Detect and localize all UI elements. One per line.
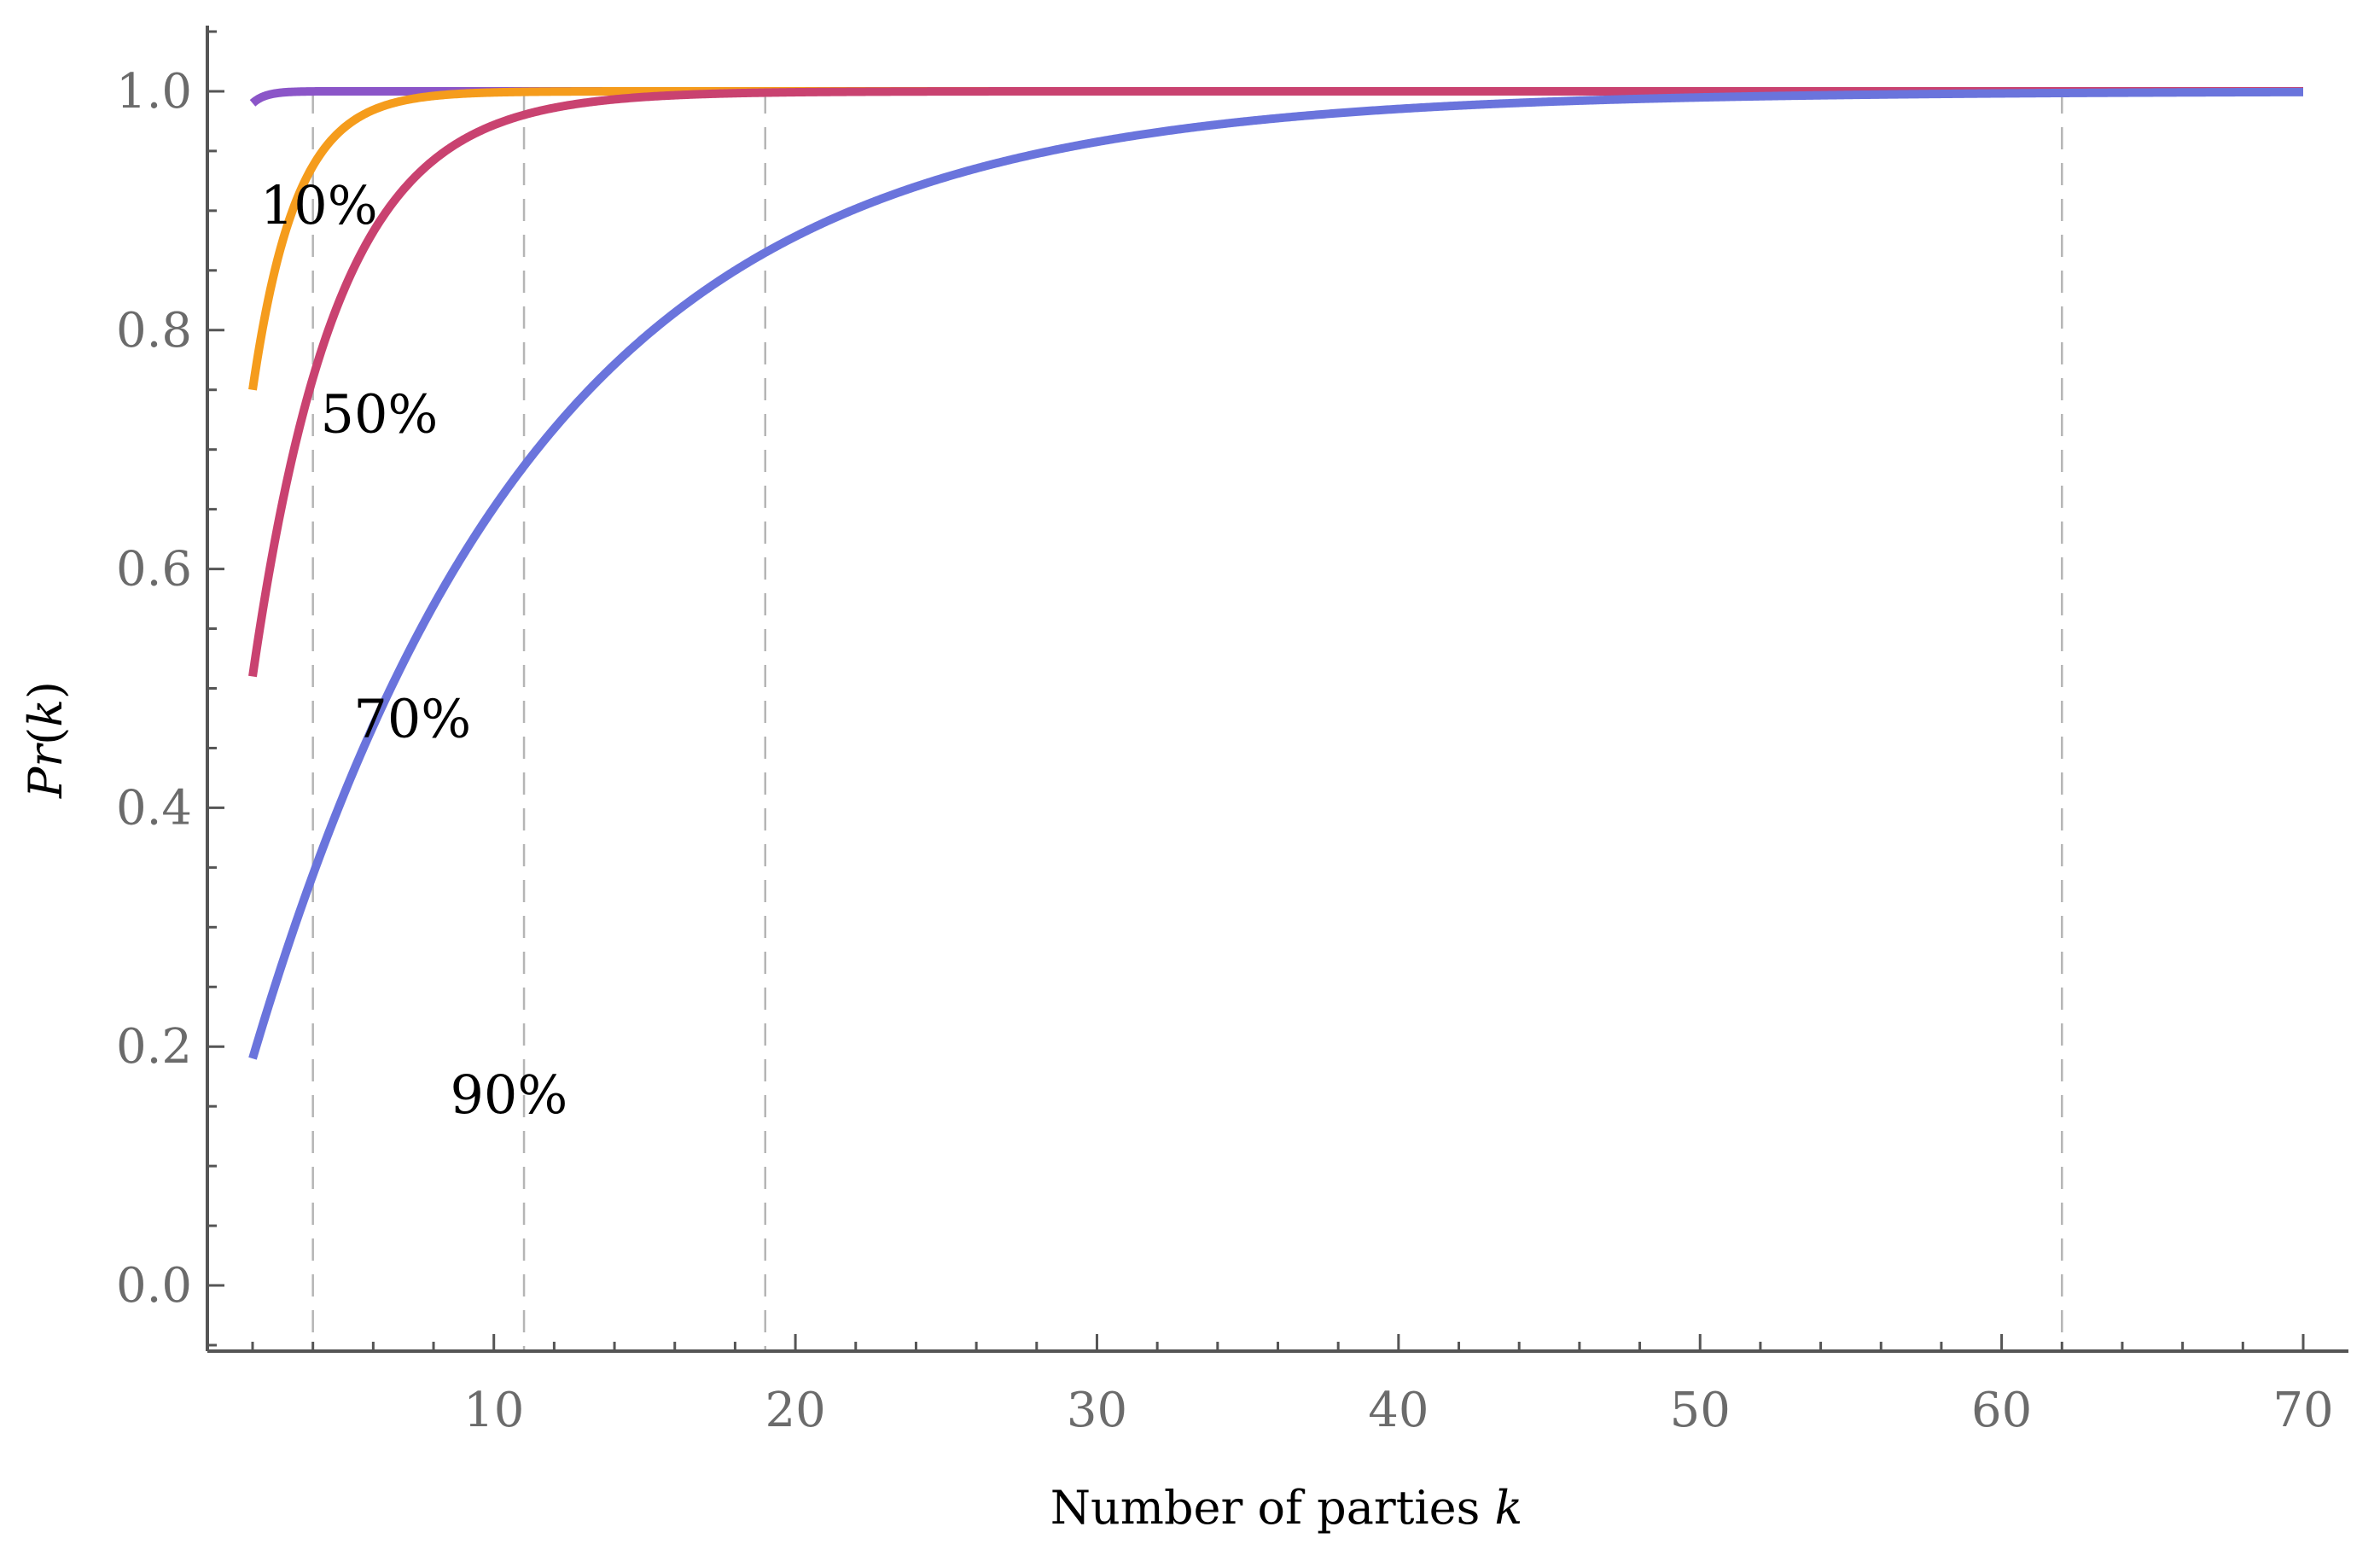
y-ticks [207, 30, 224, 1347]
y-tick-labels: 0.0 0.2 0.4 0.6 0.8 1.0 [116, 64, 192, 1314]
x-tick-label: 50 [1670, 1383, 1731, 1438]
series-label: 10% [260, 174, 378, 236]
series-lines [248, 86, 2307, 1060]
axes [206, 26, 2348, 1353]
y-tick-label: 0.6 [116, 542, 192, 597]
series-line-50pct [248, 86, 2307, 391]
y-axis-label: Pr(k) [19, 681, 73, 799]
x-axis-label: Number of parties k [1050, 1481, 1523, 1535]
x-tick-label: 30 [1067, 1383, 1127, 1438]
y-tick-label: 0.4 [116, 780, 192, 836]
series-label: 70% [353, 687, 471, 749]
series-line-90pct [248, 87, 2307, 1060]
reference-lines [311, 90, 2063, 1351]
x-tick-label: 70 [2272, 1383, 2333, 1438]
x-tick-label: 40 [1368, 1383, 1429, 1438]
series-label: 50% [321, 383, 439, 446]
y-tick-label: 0.0 [116, 1258, 192, 1314]
x-ticks [251, 1334, 2305, 1351]
series-labels: 10% 50% 70% 90% [260, 174, 567, 1126]
x-tick-label: 10 [463, 1383, 524, 1438]
series-label: 90% [450, 1063, 567, 1126]
series-line-70pct [248, 86, 2307, 678]
y-tick-label: 1.0 [116, 64, 192, 119]
y-tick-label: 0.2 [116, 1019, 192, 1075]
x-tick-labels: 10 20 30 40 50 60 70 [463, 1383, 2334, 1438]
x-tick-label: 20 [765, 1383, 825, 1438]
x-tick-label: 60 [1971, 1383, 2032, 1438]
y-tick-label: 0.8 [116, 303, 192, 358]
